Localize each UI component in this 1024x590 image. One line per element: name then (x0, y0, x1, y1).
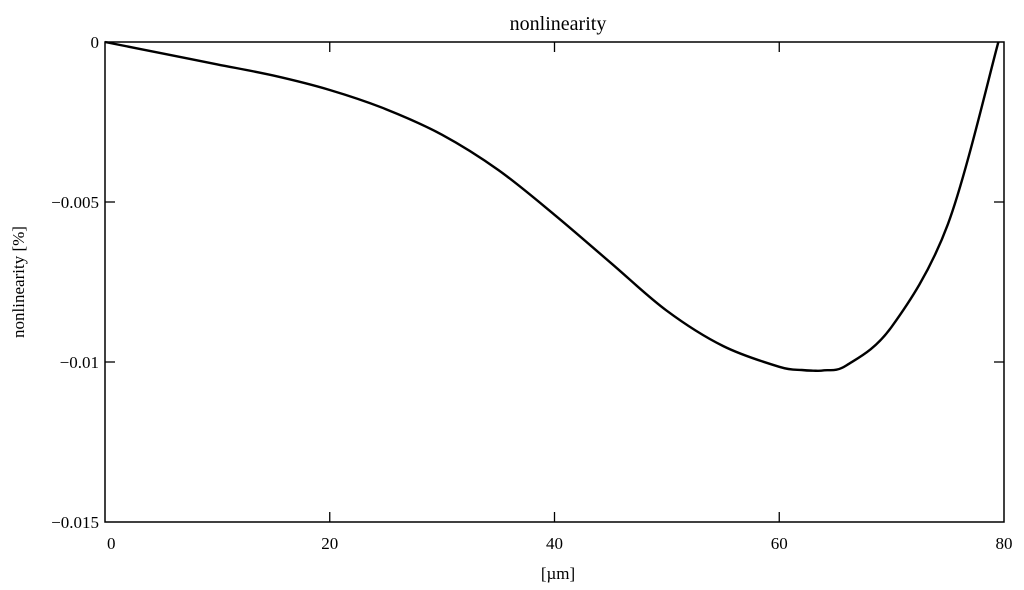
x-tick-label: 0 (107, 534, 116, 553)
x-tick-label: 20 (321, 534, 338, 553)
y-tick-label: −0.015 (51, 513, 99, 532)
chart-title: nonlinearity (510, 13, 607, 35)
x-axis-title: [µm] (541, 564, 575, 583)
x-tick-label: 80 (996, 534, 1013, 553)
y-axis-title: nonlinearity [%] (9, 226, 28, 338)
x-tick-label: 60 (771, 534, 788, 553)
ticks-layer: 0 20 40 60 80 0 −0.005 −0.01 −0.015 (51, 33, 1012, 553)
series-line (104, 40, 1000, 373)
x-tick-label: 40 (546, 534, 563, 553)
plot-frame (104, 41, 1005, 523)
y-tick-label: −0.01 (60, 353, 99, 372)
y-tick-label: −0.005 (51, 193, 99, 212)
y-tick-label: 0 (91, 33, 100, 52)
